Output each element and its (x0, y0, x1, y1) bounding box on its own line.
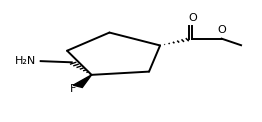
Text: O: O (189, 13, 198, 23)
Polygon shape (73, 75, 91, 87)
Text: H₂N: H₂N (15, 56, 36, 66)
Text: O: O (217, 25, 226, 35)
Text: F: F (70, 84, 77, 94)
